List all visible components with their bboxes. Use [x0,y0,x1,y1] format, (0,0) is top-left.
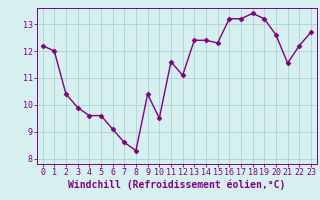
X-axis label: Windchill (Refroidissement éolien,°C): Windchill (Refroidissement éolien,°C) [68,180,285,190]
